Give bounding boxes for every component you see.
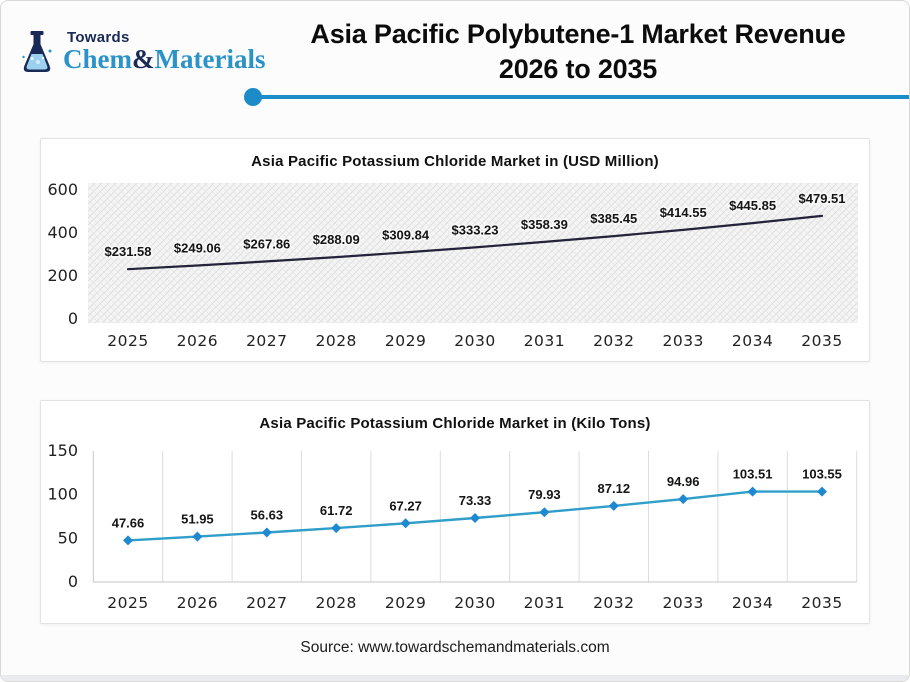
svg-text:2030: 2030 <box>454 332 495 350</box>
data-labels: 47.66 51.95 56.63 61.72 67.27 73.33 79.93 87.12… <box>112 467 842 531</box>
svg-text:2032: 2032 <box>593 332 634 350</box>
accent-dot <box>244 88 262 106</box>
svg-text:0: 0 <box>68 309 78 328</box>
brand-logo: Towards Chem&Materials <box>15 27 265 83</box>
svg-text:51.95: 51.95 <box>181 512 214 527</box>
gridlines <box>92 451 858 582</box>
svg-text:2025: 2025 <box>107 594 148 612</box>
x-axis-labels: 2025 2026 2027 2028 2029 2030 2031 2032 2033 2034… <box>107 594 842 612</box>
svg-text:2031: 2031 <box>524 594 565 612</box>
svg-text:2026: 2026 <box>177 594 218 612</box>
page-title-line2: 2026 to 2035 <box>498 53 658 84</box>
y-axis-labels: 0 200 400 600 <box>47 180 78 328</box>
svg-text:87.12: 87.12 <box>598 481 631 496</box>
kilo-tons-chart-card: 0 50 100 150 2025 2026 2027 2028 2029 2030 2031 203… <box>40 400 870 624</box>
svg-text:$249.06: $249.06 <box>174 240 221 255</box>
svg-text:$267.86: $267.86 <box>243 236 290 251</box>
data-labels: $231.58 $249.06 $267.86 $288.09 $309.84 $333.… <box>103 189 848 261</box>
svg-text:2035: 2035 <box>801 594 842 612</box>
svg-text:47.66: 47.66 <box>112 515 145 530</box>
svg-text:$414.55: $414.55 <box>660 205 707 220</box>
accent-divider-line <box>254 95 909 99</box>
series-markers <box>123 486 827 546</box>
svg-text:$288.09: $288.09 <box>313 232 360 247</box>
svg-text:2031: 2031 <box>524 332 565 350</box>
svg-text:$333.23: $333.23 <box>452 222 499 237</box>
svg-text:150: 150 <box>47 441 78 460</box>
svg-text:2029: 2029 <box>385 332 426 350</box>
series-line <box>126 214 824 271</box>
svg-text:2028: 2028 <box>315 332 356 350</box>
svg-text:200: 200 <box>47 266 78 285</box>
svg-text:2025: 2025 <box>107 332 148 350</box>
kilo-tons-chart-title: Asia Pacific Potassium Chloride Market i… <box>259 415 651 432</box>
svg-text:2032: 2032 <box>593 594 634 612</box>
svg-text:103.51: 103.51 <box>733 467 773 482</box>
svg-text:$445.85: $445.85 <box>729 198 776 213</box>
svg-text:$309.84: $309.84 <box>382 227 430 242</box>
svg-text:2034: 2034 <box>732 594 773 612</box>
svg-text:2028: 2028 <box>315 594 356 612</box>
flask-icon <box>22 31 52 72</box>
svg-text:79.93: 79.93 <box>528 487 561 502</box>
svg-text:400: 400 <box>47 223 78 242</box>
y-axis-labels: 0 50 100 150 <box>47 441 78 591</box>
svg-text:103.55: 103.55 <box>802 467 842 482</box>
kilo-tons-chart: 0 50 100 150 2025 2026 2027 2028 2029 2030 2031 203… <box>47 441 858 612</box>
svg-text:$479.51: $479.51 <box>799 191 846 206</box>
svg-text:$358.39: $358.39 <box>521 217 568 232</box>
svg-text:94.96: 94.96 <box>667 474 700 489</box>
x-axis-labels: 2025 2026 2027 2028 2029 2030 2031 2032 2033 2034… <box>107 332 842 350</box>
svg-text:56.63: 56.63 <box>251 508 284 523</box>
svg-text:2033: 2033 <box>662 332 703 350</box>
svg-text:2030: 2030 <box>454 594 495 612</box>
logo-ampersand: & <box>132 44 155 74</box>
logo-towards-text: Towards <box>67 29 130 46</box>
svg-text:2027: 2027 <box>246 594 287 612</box>
svg-text:100: 100 <box>47 485 78 504</box>
svg-text:61.72: 61.72 <box>320 503 353 518</box>
svg-text:2033: 2033 <box>662 594 703 612</box>
svg-text:50: 50 <box>58 528 78 547</box>
svg-text:2035: 2035 <box>801 332 842 350</box>
svg-text:2034: 2034 <box>732 332 773 350</box>
svg-text:$385.45: $385.45 <box>590 211 637 226</box>
svg-text:67.27: 67.27 <box>389 498 422 513</box>
svg-text:0: 0 <box>68 572 78 591</box>
svg-text:2029: 2029 <box>385 594 426 612</box>
bottom-strip <box>1 675 909 681</box>
svg-text:2026: 2026 <box>177 332 218 350</box>
svg-text:2027: 2027 <box>246 332 287 350</box>
usd-million-chart-title: Asia Pacific Potassium Chloride Market i… <box>251 153 659 170</box>
logo-brand-text: Chem&Materials <box>63 44 265 75</box>
plot-area-hatched <box>88 183 858 323</box>
usd-million-chart-card: 0 200 400 600 2025 2026 2027 2028 2029 2030 2031 20… <box>40 138 870 362</box>
page-title-line1: Asia Pacific Polybutene-1 Market Revenue <box>310 19 846 49</box>
logo-chem: Chem <box>63 44 132 74</box>
svg-text:$231.58: $231.58 <box>105 244 152 259</box>
logo-materials: Materials <box>154 44 266 74</box>
svg-text:73.33: 73.33 <box>459 493 492 508</box>
svg-text:600: 600 <box>47 180 78 199</box>
page-title: Asia Pacific Polybutene-1 Market Revenue… <box>259 17 897 86</box>
source-text: Source: www.towardschemandmaterials.com <box>300 639 610 656</box>
